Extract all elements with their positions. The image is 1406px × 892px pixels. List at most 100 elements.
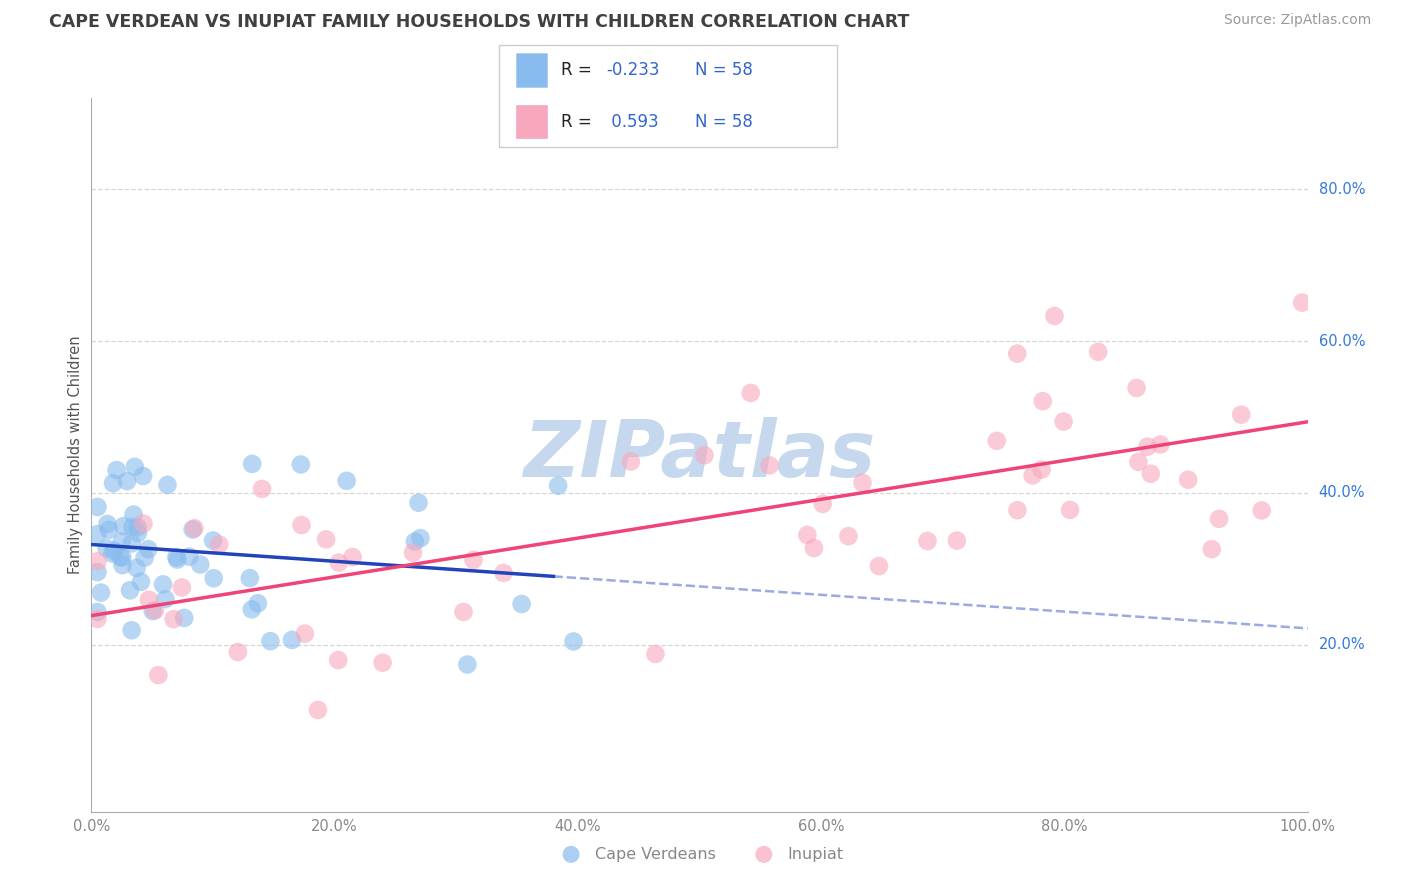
Point [127, 526, 149, 541]
Point [259, 634, 281, 648]
Point [86, 565, 108, 579]
Point [1250, 503, 1272, 517]
Point [134, 550, 156, 565]
Point [226, 645, 249, 659]
Point [1007, 503, 1029, 517]
Point [837, 529, 859, 543]
Point [124, 459, 146, 474]
Point [170, 581, 193, 595]
Point [86, 554, 108, 568]
Point [1031, 462, 1053, 476]
Point [328, 556, 350, 570]
Point [132, 469, 155, 483]
Text: -0.233: -0.233 [606, 62, 659, 79]
Point [96, 516, 118, 531]
Point [86, 612, 108, 626]
Point [96, 541, 118, 556]
Point [129, 574, 152, 589]
Point [143, 603, 166, 617]
Text: 40.0%: 40.0% [1319, 485, 1365, 500]
Point [811, 497, 834, 511]
Point [156, 478, 179, 492]
Point [1177, 473, 1199, 487]
Point [1149, 437, 1171, 451]
Point [315, 533, 337, 547]
Text: ZIPatlas: ZIPatlas [523, 417, 876, 493]
Point [105, 463, 128, 477]
Point [1208, 512, 1230, 526]
Point [121, 520, 143, 534]
Point [101, 547, 124, 561]
Point [917, 534, 939, 549]
Point [1201, 542, 1223, 557]
Point [1059, 503, 1081, 517]
Point [307, 703, 329, 717]
Point [453, 605, 475, 619]
Point [138, 592, 160, 607]
Point [294, 626, 316, 640]
Point [181, 523, 204, 537]
Point [121, 536, 143, 550]
Point [173, 611, 195, 625]
Point [693, 448, 716, 462]
Point [510, 597, 533, 611]
Point [371, 656, 394, 670]
Point [188, 558, 211, 572]
Point [112, 519, 135, 533]
Point [111, 534, 134, 549]
Point [492, 566, 515, 580]
Point [758, 458, 780, 473]
Point [122, 508, 145, 522]
Point [1032, 394, 1054, 409]
Point [165, 550, 187, 565]
Text: R =: R = [561, 112, 598, 130]
Point [342, 550, 364, 565]
Point [290, 458, 312, 472]
Point [166, 552, 188, 566]
Point [740, 386, 762, 401]
Point [1052, 415, 1074, 429]
Text: CAPE VERDEAN VS INUPIAT FAMILY HOUSEHOLDS WITH CHILDREN CORRELATION CHART: CAPE VERDEAN VS INUPIAT FAMILY HOUSEHOLD… [49, 13, 910, 31]
Point [86, 500, 108, 514]
Point [620, 454, 643, 468]
Point [404, 534, 426, 549]
Text: 20.0%: 20.0% [1319, 637, 1365, 652]
Point [946, 533, 969, 548]
Point [281, 632, 304, 647]
Point [1139, 467, 1161, 481]
Point [1136, 440, 1159, 454]
Point [868, 559, 890, 574]
Point [986, 434, 1008, 448]
Point [803, 541, 825, 555]
Point [463, 553, 485, 567]
Point [851, 475, 873, 490]
Point [1087, 344, 1109, 359]
Point [86, 527, 108, 541]
Point [402, 546, 425, 560]
Text: R =: R = [561, 62, 598, 79]
Point [1128, 455, 1150, 469]
Point [208, 537, 231, 551]
Point [202, 571, 225, 585]
Point [1125, 381, 1147, 395]
Point [547, 478, 569, 492]
Point [796, 528, 818, 542]
Point [250, 482, 273, 496]
Point [179, 549, 201, 564]
Point [132, 516, 155, 531]
Point [103, 544, 125, 558]
Point [409, 531, 432, 545]
Point [240, 457, 263, 471]
Text: N = 58: N = 58 [695, 112, 752, 130]
Point [155, 592, 177, 607]
Legend: Cape Verdeans, Inupiat: Cape Verdeans, Inupiat [548, 840, 851, 868]
Point [152, 577, 174, 591]
Point [239, 571, 262, 585]
Point [136, 542, 159, 557]
Point [1230, 408, 1253, 422]
Text: Source: ZipAtlas.com: Source: ZipAtlas.com [1223, 13, 1371, 28]
Point [121, 624, 143, 638]
Point [110, 550, 132, 565]
Point [1021, 468, 1043, 483]
Point [111, 558, 134, 573]
